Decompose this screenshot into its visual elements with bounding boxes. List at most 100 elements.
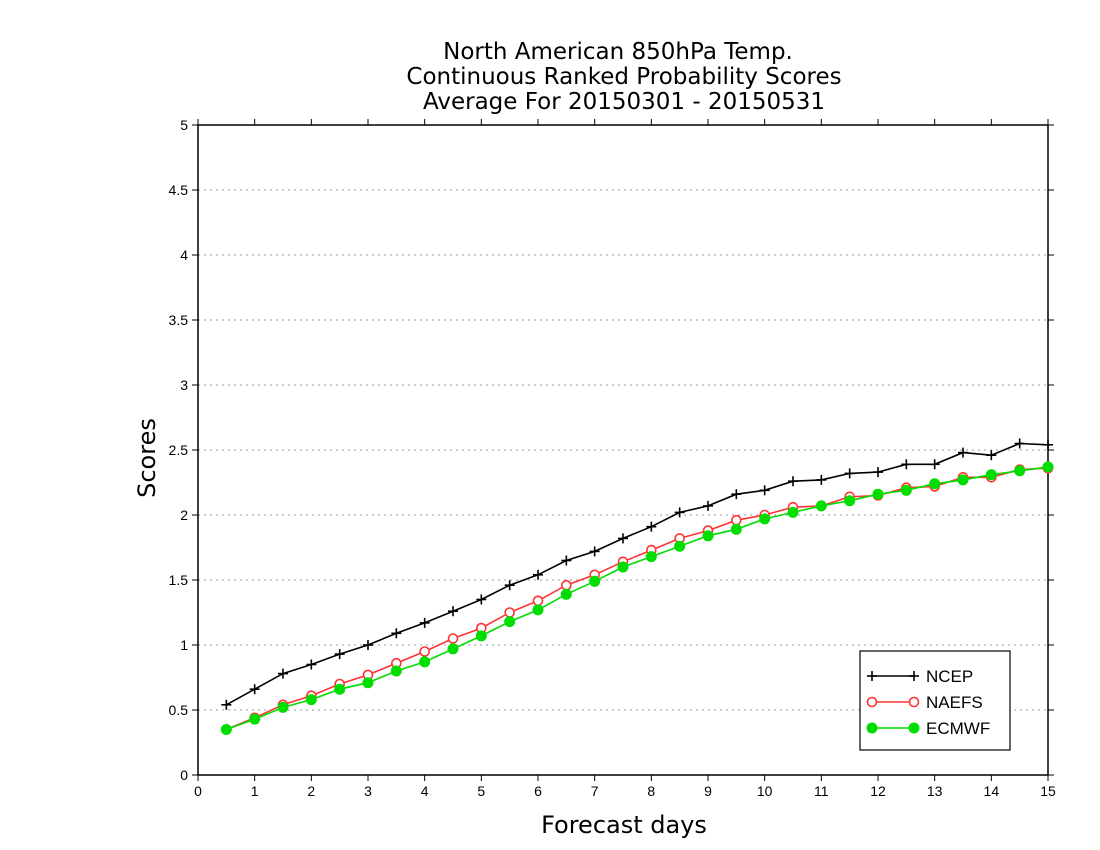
- x-tick-label: 1: [251, 783, 259, 799]
- data-point-ncep: [306, 659, 317, 670]
- data-point-ncep: [391, 628, 402, 639]
- data-point-ncep: [901, 459, 912, 470]
- data-point-ecmwf: [277, 701, 289, 713]
- data-point-ecmwf: [844, 495, 856, 507]
- y-tick-label: 0.5: [169, 702, 189, 718]
- legend-label-ncep: NCEP: [926, 667, 973, 686]
- data-point-ecmwf: [362, 677, 374, 689]
- data-point-ecmwf: [985, 469, 997, 481]
- data-point-ecmwf: [220, 724, 232, 735]
- legend-marker-end-naefs: [908, 696, 920, 708]
- x-tick-label: 6: [534, 783, 542, 799]
- data-point-ecmwf: [872, 488, 884, 500]
- legend-label-ecmwf: ECMWF: [926, 719, 990, 738]
- data-point-naefs: [561, 579, 572, 591]
- y-tick-label: 2: [180, 507, 188, 523]
- x-tick-label: 8: [647, 783, 655, 799]
- data-point-ncep: [476, 594, 487, 605]
- legend-entry-naefs: NAEFS: [866, 693, 983, 712]
- data-point-ncep: [589, 546, 600, 557]
- y-tick-label: 5: [180, 117, 188, 133]
- data-point-ecmwf: [702, 530, 714, 542]
- x-tick-label: 14: [984, 783, 1000, 799]
- x-tick-label: 12: [870, 783, 886, 799]
- data-point-ncep: [958, 447, 968, 458]
- x-tick-label: 11: [814, 783, 829, 799]
- legend-marker-end-ncep: [909, 671, 919, 681]
- data-point-ecmwf: [504, 616, 516, 628]
- legend-marker-start-ncep: [867, 671, 877, 681]
- y-tick-label: 1.5: [169, 572, 189, 588]
- legend-marker-start-ecmwf: [866, 722, 878, 734]
- series-ncep: [221, 438, 1053, 710]
- data-point-ecmwf: [560, 588, 572, 600]
- data-point-ecmwf: [532, 604, 544, 616]
- x-tick-label: 13: [927, 783, 943, 799]
- data-point-ecmwf: [645, 551, 657, 563]
- y-tick-label: 3: [180, 377, 188, 393]
- data-point-ncep: [504, 580, 515, 591]
- data-point-ncep: [731, 489, 742, 500]
- data-point-ncep: [448, 606, 458, 617]
- data-point-ecmwf: [475, 630, 487, 642]
- data-point-naefs: [532, 595, 544, 607]
- data-point-ncep: [873, 467, 883, 478]
- data-point-ecmwf: [419, 656, 431, 668]
- x-axis-label: Forecast days: [541, 811, 707, 839]
- x-tick-label: 0: [194, 783, 202, 799]
- y-tick-label: 0: [180, 767, 188, 783]
- data-point-ncep: [334, 649, 345, 660]
- x-tick-label: 4: [421, 783, 429, 799]
- data-point-ecmwf: [730, 523, 742, 535]
- y-tick-label: 2.5: [169, 442, 189, 458]
- x-tick-label: 10: [757, 783, 773, 799]
- legend-box: [859, 650, 1011, 751]
- data-point-ecmwf: [589, 575, 601, 587]
- x-tick-label: 15: [1040, 783, 1056, 799]
- data-point-ncep: [759, 485, 770, 496]
- data-point-ncep: [249, 684, 260, 695]
- data-point-ecmwf: [1042, 461, 1054, 473]
- data-point-naefs: [504, 607, 515, 618]
- series-layer: [220, 438, 1054, 735]
- series-ecmwf: [220, 461, 1054, 735]
- data-point-ncep: [646, 521, 657, 532]
- data-point-ncep: [419, 617, 430, 628]
- data-point-ecmwf: [759, 513, 771, 525]
- data-point-ncep: [929, 459, 940, 470]
- data-point-ncep: [788, 476, 798, 487]
- data-point-ncep: [363, 640, 373, 650]
- y-tick-label: 3.5: [169, 312, 189, 328]
- data-point-ecmwf: [787, 506, 799, 518]
- y-tick-label: 4.5: [169, 182, 189, 198]
- x-tick-label: 9: [704, 783, 712, 799]
- data-point-ecmwf: [929, 478, 941, 490]
- axis-ticks: 00.511.522.533.544.550 1 2 3 4 5 6 7 8 9 10 11 12 13 1…: [169, 117, 1056, 799]
- data-point-ncep: [703, 500, 713, 511]
- y-tick-label: 1: [180, 637, 188, 653]
- y-tick-label: 4: [180, 247, 188, 263]
- x-tick-label: 7: [591, 783, 599, 799]
- chart-title-line-1: North American 850hPa Temp.: [443, 39, 793, 65]
- data-point-ncep: [986, 450, 997, 461]
- data-point-ncep: [844, 468, 855, 479]
- data-point-naefs: [419, 646, 430, 657]
- chart-title-line-3: Average For 20150301 - 20150531: [423, 89, 825, 115]
- data-point-ncep: [533, 569, 543, 580]
- x-tick-label: 3: [364, 783, 372, 799]
- data-point-ecmwf: [305, 694, 317, 706]
- legend-entry-ncep: NCEP: [867, 667, 973, 686]
- data-point-ecmwf: [815, 500, 827, 512]
- legend-marker-end-ecmwf: [908, 722, 920, 734]
- data-point-ecmwf: [390, 665, 402, 677]
- legend-entry-ecmwf: ECMWF: [866, 719, 990, 738]
- data-point-naefs: [731, 514, 742, 526]
- data-point-naefs: [447, 633, 459, 644]
- data-point-ecmwf: [900, 484, 912, 496]
- data-point-ncep: [278, 668, 288, 679]
- chart-title-line-2: Continuous Ranked Probability Scores: [406, 64, 841, 90]
- data-point-ecmwf: [447, 643, 459, 655]
- data-point-ncep: [1043, 439, 1053, 450]
- data-point-ncep: [618, 533, 628, 544]
